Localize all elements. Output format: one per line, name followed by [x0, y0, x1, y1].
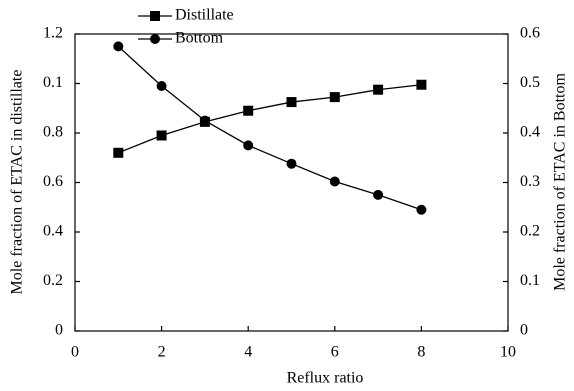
- y-axis-label: Mole fraction of ETAC in distillate: [9, 70, 26, 295]
- plot-frame: [74, 33, 509, 332]
- point: [329, 92, 340, 103]
- x-tick-label: 6: [331, 344, 339, 361]
- point: [286, 158, 297, 169]
- legend-marker: [150, 11, 160, 21]
- y2-tick-label: 0: [520, 322, 528, 339]
- point: [156, 130, 167, 141]
- y2-tick-label: 0.5: [520, 74, 540, 91]
- legend-marker: [150, 34, 160, 44]
- y2-tick-label: 0.4: [520, 124, 540, 141]
- point: [156, 80, 167, 91]
- y-tick-label: 0.8: [43, 124, 63, 141]
- point: [373, 84, 384, 95]
- y2-tick-label: 0.1: [520, 272, 540, 289]
- x-tick-label: 10: [500, 344, 516, 361]
- y-tick-label: 0.1: [43, 74, 63, 91]
- point: [113, 41, 124, 52]
- x-axis-label: Reflux ratio: [287, 370, 364, 387]
- point: [416, 79, 427, 90]
- y-tick-label: 0.4: [43, 223, 63, 240]
- point: [199, 115, 210, 126]
- point: [286, 97, 297, 108]
- x-tick-label: 4: [244, 344, 252, 361]
- point: [243, 140, 254, 151]
- point: [243, 105, 254, 116]
- point: [416, 204, 427, 215]
- point: [329, 176, 340, 187]
- series-line: [117, 45, 422, 211]
- point: [373, 189, 384, 200]
- y2-tick-label: 0.2: [520, 223, 540, 240]
- x-tick-label: 0: [71, 344, 79, 361]
- y-tick-label: 1.2: [43, 25, 63, 42]
- y-tick-label: 0: [55, 322, 63, 339]
- series-line: [118, 84, 422, 154]
- x-tick-label: 2: [158, 344, 166, 361]
- y2-tick-label: 0.3: [520, 173, 540, 190]
- y2-axis-label: Mole fraction of ETAC in Bottom: [552, 73, 569, 291]
- y-tick-label: 0.6: [43, 173, 63, 190]
- point: [113, 147, 124, 158]
- legend-label: Distillate: [175, 7, 234, 24]
- y-tick-label: 0.2: [43, 272, 63, 289]
- x-tick-label: 8: [417, 344, 425, 361]
- y2-tick-label: 0.6: [520, 25, 540, 42]
- legend-label: Bottom: [175, 30, 224, 47]
